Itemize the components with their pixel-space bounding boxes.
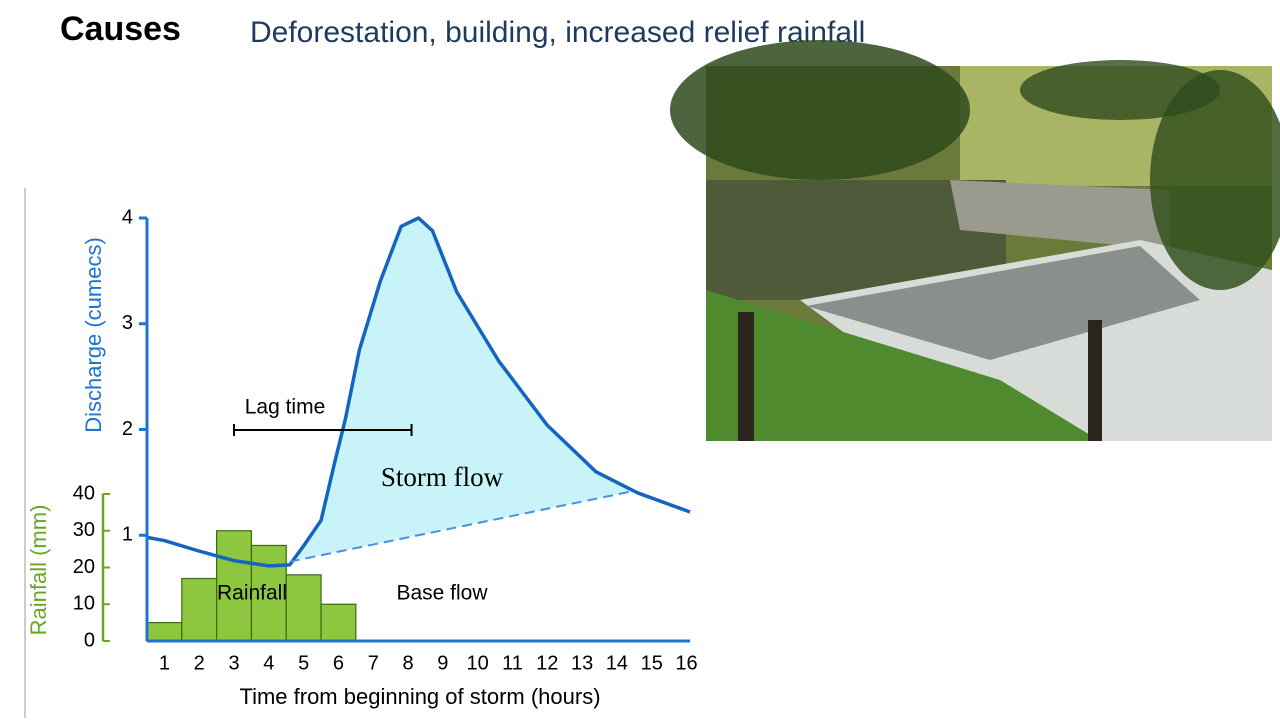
x-tick-label: 1 xyxy=(159,652,170,674)
x-tick-label: 3 xyxy=(228,652,239,674)
x-tick-label: 6 xyxy=(333,652,344,674)
rainfall-bar xyxy=(181,577,218,642)
y2-tick-label: 30 xyxy=(73,519,95,541)
storm-flow-area xyxy=(289,218,635,565)
y2-tick-label: 10 xyxy=(73,593,95,615)
y-tick-label: 1 xyxy=(122,524,133,546)
x-tick-label: 10 xyxy=(467,652,489,674)
y2-tick-label: 0 xyxy=(84,629,95,651)
annotation: Rainfall xyxy=(217,582,287,605)
y-tick-label: 3 xyxy=(122,312,133,334)
x-tick-label: 5 xyxy=(298,652,309,674)
hydrograph-line xyxy=(146,216,691,568)
base-flow-line xyxy=(289,489,635,563)
annotation: Lag time xyxy=(245,396,326,419)
rainfall-bar xyxy=(216,530,253,642)
x-tick-label: 14 xyxy=(606,652,628,674)
rainfall-bar xyxy=(250,544,287,642)
annotation: Storm flow xyxy=(381,462,504,492)
x-tick-label: 15 xyxy=(641,652,663,674)
x-tick-label: 12 xyxy=(536,652,558,674)
x-tick-label: 2 xyxy=(194,652,205,674)
rainfall-bar xyxy=(285,574,322,642)
y-tick-label: 4 xyxy=(122,206,133,228)
y2-tick-label: 40 xyxy=(73,482,95,504)
x-axis-label: Time from beginning of storm (hours) xyxy=(239,684,600,709)
rainfall-bar xyxy=(320,603,357,642)
annotation: Base flow xyxy=(396,582,488,605)
rainfall-bar xyxy=(146,622,183,642)
photo xyxy=(670,40,1280,441)
y-tick-label: 2 xyxy=(122,418,133,440)
heading: Causes xyxy=(60,10,181,48)
y2-axis-label: Rainfall (mm) xyxy=(26,505,51,636)
x-tick-label: 9 xyxy=(437,652,448,674)
y-axis-label: Discharge (cumecs) xyxy=(81,237,106,433)
x-tick-label: 11 xyxy=(502,652,523,674)
y2-tick-label: 20 xyxy=(73,556,95,578)
x-tick-label: 7 xyxy=(368,652,379,674)
subheading: Deforestation, building, increased relie… xyxy=(250,16,866,49)
x-tick-label: 8 xyxy=(402,652,413,674)
x-tick-label: 4 xyxy=(263,652,274,674)
x-tick-label: 16 xyxy=(675,652,697,674)
x-tick-label: 13 xyxy=(571,652,593,674)
